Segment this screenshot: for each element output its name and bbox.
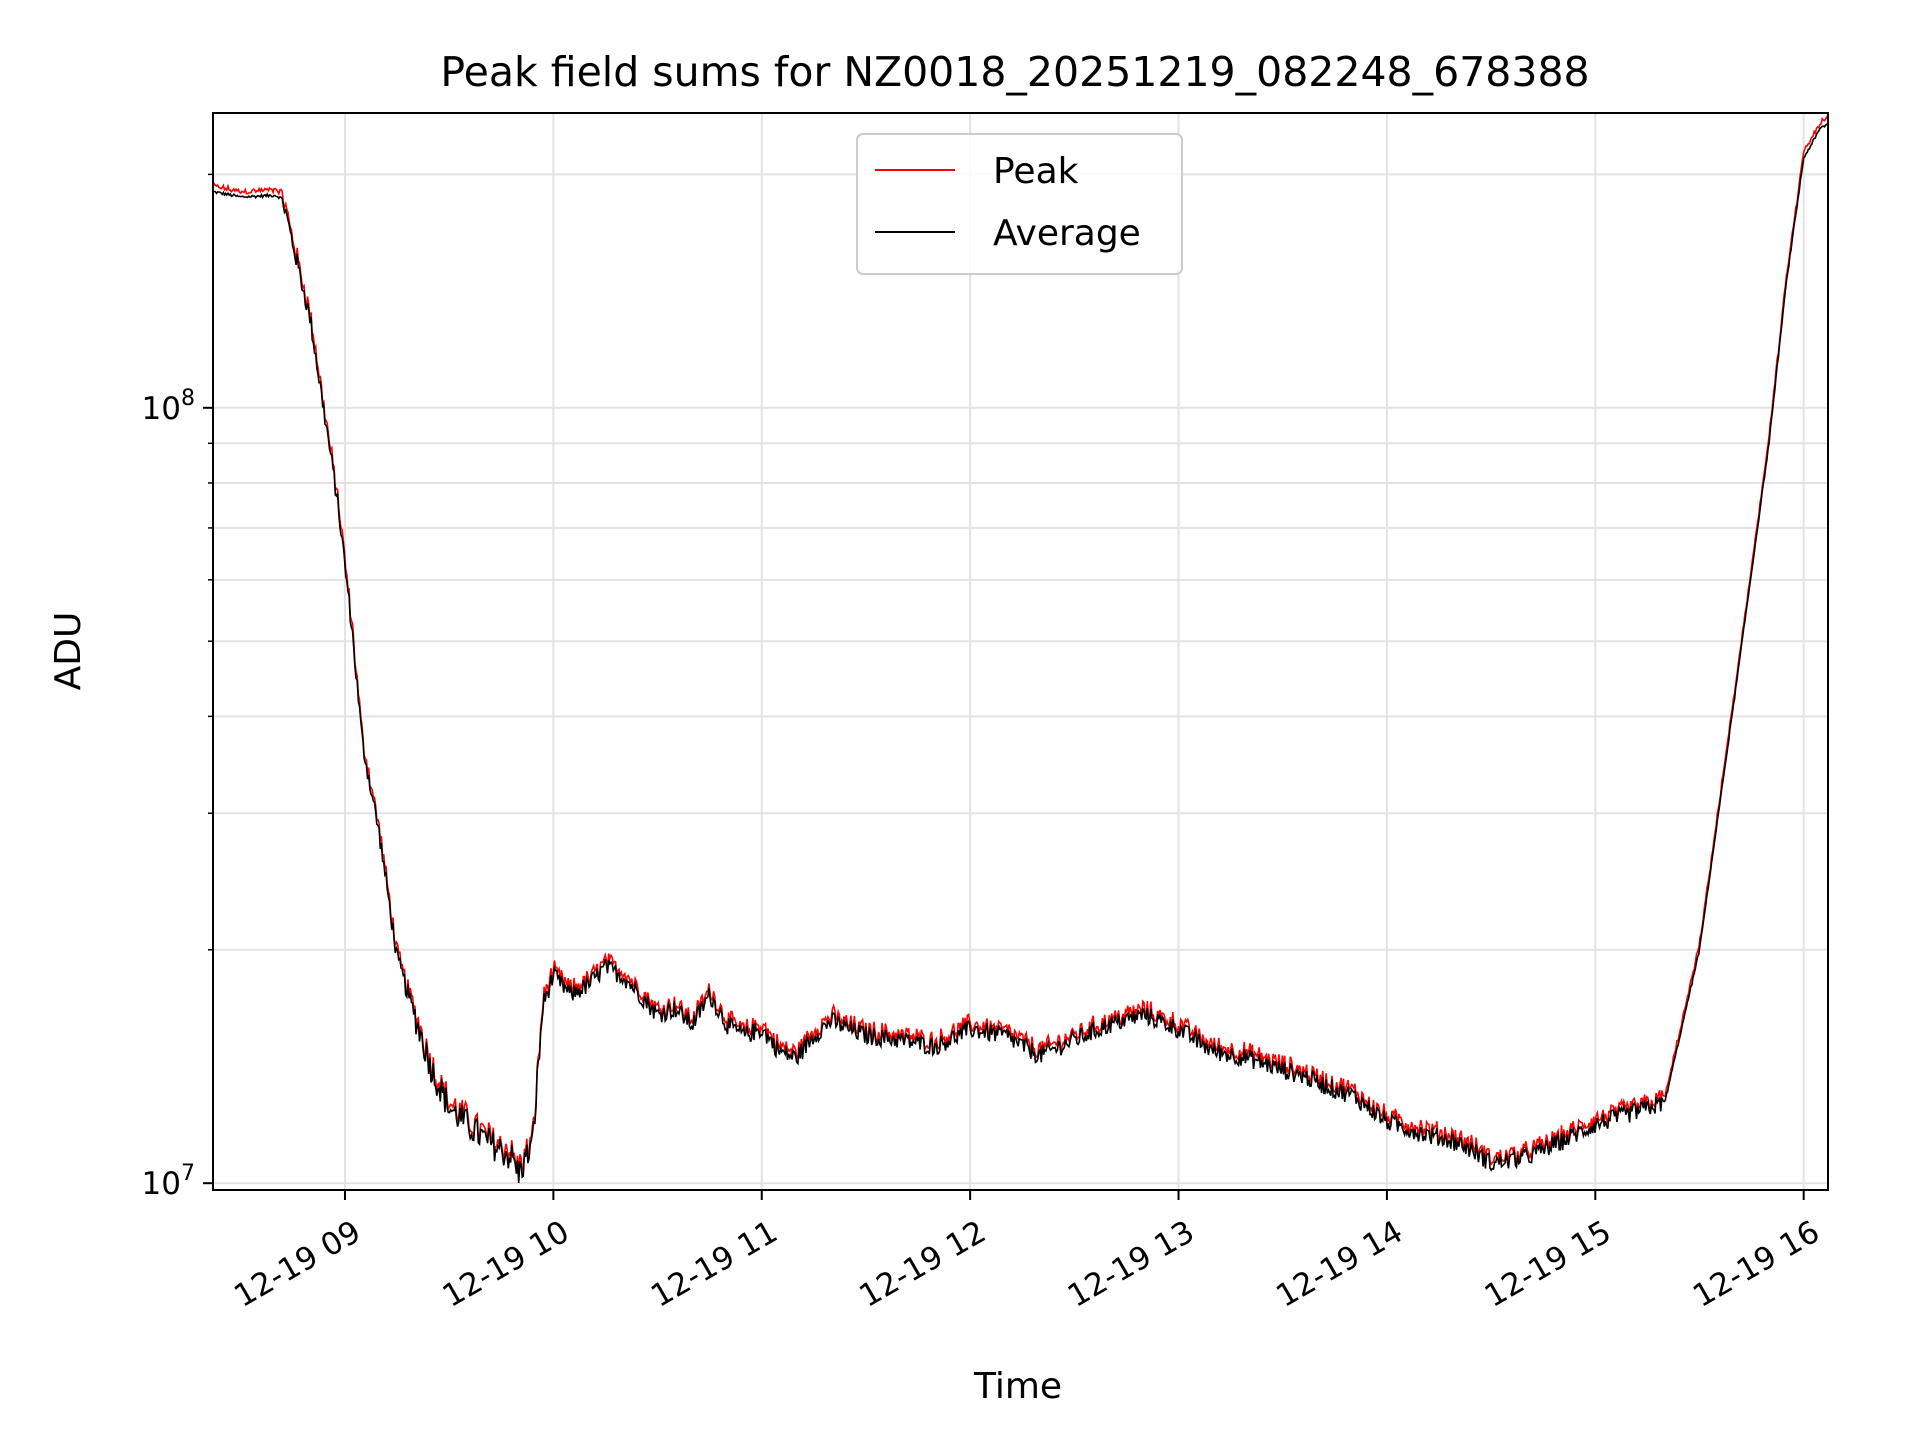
y-tick-base: 10 [142, 1166, 181, 1202]
legend-label-average: Average [993, 213, 1141, 254]
chart-title: Peak field sums for NZ0018_20251219_0822… [440, 48, 1589, 96]
legend: Peak Average [856, 133, 1183, 275]
grid [213, 113, 1828, 1190]
y-tick-exponent: 8 [181, 386, 195, 411]
y-tick-label: 107 [142, 1161, 195, 1202]
x-axis-label: Time [973, 1366, 1062, 1407]
series-line-average [212, 123, 1829, 1184]
y-tick-exponent: 7 [181, 1161, 195, 1186]
y-tick-base: 10 [142, 391, 181, 427]
plot-frame [212, 112, 1829, 1191]
y-axis-label: ADU [48, 612, 89, 691]
series-layer [212, 115, 1829, 1184]
y-tick-label: 108 [142, 386, 195, 427]
legend-label-peak: Peak [993, 151, 1079, 192]
